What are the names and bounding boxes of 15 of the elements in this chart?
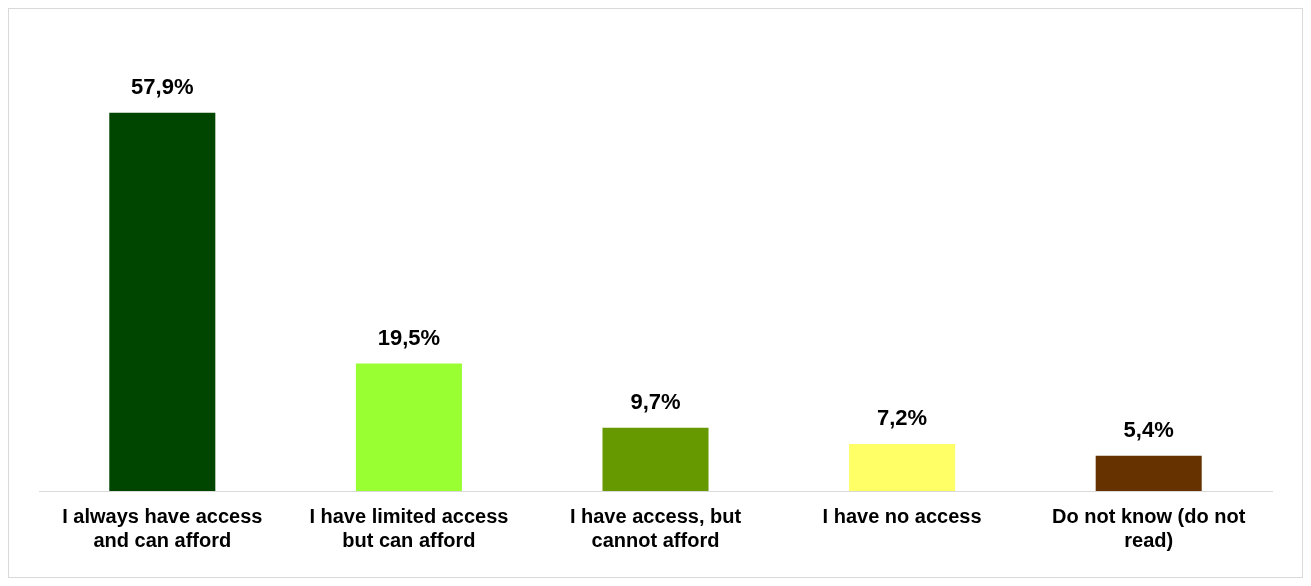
x-tick-label: I have limited access but can afford	[309, 504, 509, 551]
data-label: 7,2%	[877, 405, 928, 431]
bar	[849, 443, 956, 491]
x-tick-label: I have access, but cannot afford	[569, 504, 742, 551]
data-label: 5,4%	[1123, 416, 1174, 442]
bar	[602, 427, 709, 491]
data-label: 19,5%	[377, 324, 441, 350]
bar	[109, 112, 216, 491]
bar	[355, 363, 462, 491]
x-tick-label: Do not know (do not read)	[1052, 504, 1246, 551]
data-label: 57,9%	[131, 73, 194, 99]
data-label: 9,7%	[630, 388, 681, 414]
x-tick-label: I have no access	[822, 504, 982, 527]
bar	[1095, 455, 1202, 491]
x-tick-label: I always have access and can afford	[62, 504, 263, 551]
